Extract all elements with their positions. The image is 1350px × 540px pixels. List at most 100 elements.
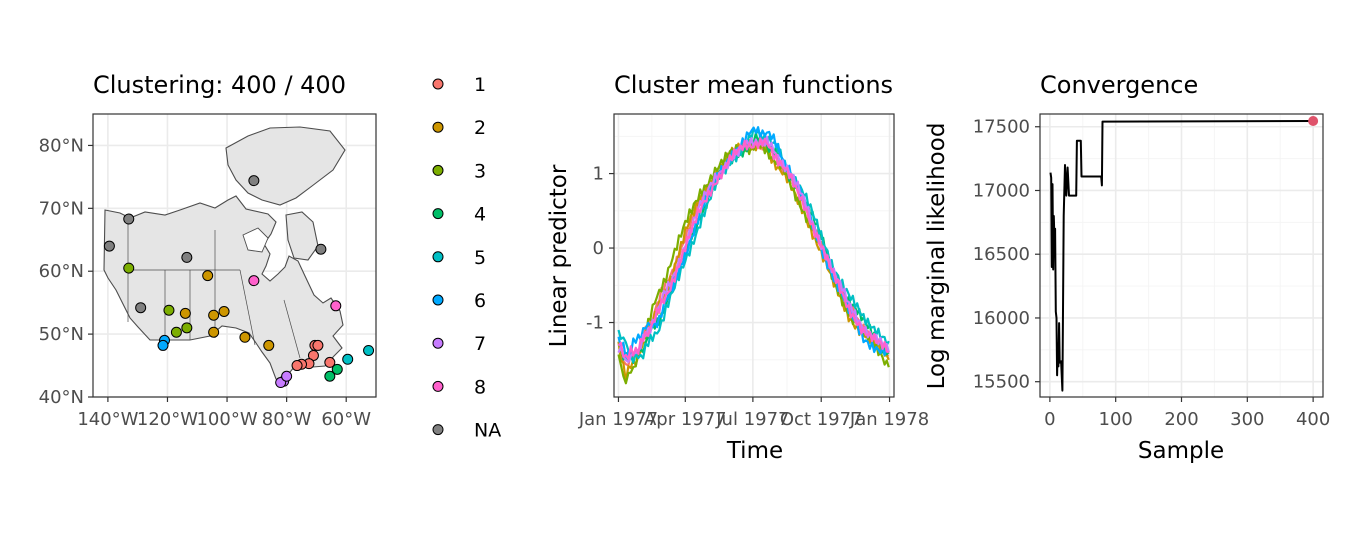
map-point	[239, 331, 251, 343]
mean-functions-y-tick-label: 1	[593, 164, 604, 185]
map-point	[202, 270, 214, 282]
map-frame	[92, 113, 377, 398]
map-title: Clustering: 400 / 400	[93, 71, 346, 99]
mean-functions-ylabel: Linear predictor	[546, 164, 572, 347]
map-point	[363, 344, 375, 356]
cluster-legend: 1 2 3 4 5 6 7 8 NA	[432, 74, 501, 442]
convergence-x-tick-label: 300	[1230, 409, 1264, 430]
convergence-x-tick-label: 0	[1044, 409, 1055, 430]
convergence-ticks: 0 100 200 300 400 15500 16000 16500 17000 17500	[973, 117, 1331, 430]
map-y-tick-label: 60°N	[39, 261, 84, 282]
convergence-line	[1049, 120, 1314, 392]
mean-functions-xlabel: Time	[726, 438, 783, 464]
mean-functions-x-tick-label: Apr 1977	[644, 409, 727, 430]
map-point	[179, 307, 191, 319]
legend-label-7: 7	[474, 333, 486, 355]
map-point	[248, 175, 260, 187]
mean-functions-x-tick-label: Oct 1977	[780, 409, 863, 430]
convergence-x-tick-label: 400	[1296, 409, 1330, 430]
legend-label-5: 5	[474, 247, 486, 269]
mean-functions-x-tick-label: Jul 1977	[715, 409, 789, 430]
convergence-y-tick-label: 16000	[973, 308, 1030, 329]
map-point	[281, 370, 293, 382]
map-point	[181, 251, 193, 263]
map-point	[181, 322, 193, 334]
map-point	[208, 309, 220, 321]
legend-key-1	[432, 78, 444, 90]
map-x-tick-label: 100°W	[196, 409, 257, 430]
convergence-y-tick-label: 16500	[973, 244, 1030, 265]
convergence-xlabel: Sample	[1138, 438, 1224, 464]
hudson-bay-shape	[242, 227, 269, 253]
legend-label-1: 1	[474, 74, 486, 96]
legend-key-6	[432, 294, 444, 306]
map-y-tick-label: 50°N	[39, 324, 84, 345]
convergence-panel: Convergence 0 100 200 300 400 15500 16000 16500…	[924, 71, 1330, 464]
mean-functions-title: Cluster mean functions	[614, 71, 893, 99]
legend-label-4: 4	[474, 204, 486, 226]
legend-label-NA: NA	[474, 420, 501, 442]
map-x-tick-label: 60°W	[321, 409, 371, 430]
map-point	[291, 360, 303, 372]
map-y-tick-label: 80°N	[39, 135, 84, 156]
legend-label-6: 6	[474, 290, 486, 312]
map-point	[324, 356, 336, 368]
map-point	[123, 213, 135, 225]
map-point	[263, 339, 275, 351]
map-x-tick-label: 120°W	[137, 409, 198, 430]
map-point	[157, 339, 169, 351]
convergence-ylabel: Log marginal likelihood	[924, 123, 950, 390]
map-y-tick-label: 70°N	[39, 198, 84, 219]
legend-key-NA	[432, 424, 444, 436]
map-x-tick-label: 140°W	[77, 409, 138, 430]
legend-key-2	[432, 121, 444, 133]
convergence-y-tick-label: 15500	[973, 372, 1030, 393]
convergence-x-tick-label: 100	[1099, 409, 1133, 430]
arctic-islands-shape	[225, 126, 346, 206]
legend-key-3	[432, 164, 444, 176]
convergence-series	[1049, 116, 1319, 392]
map-point	[103, 240, 115, 252]
mean-functions-x-tick-label: Jan 1977	[578, 409, 658, 430]
legend-key-8	[432, 380, 444, 392]
map-point	[135, 302, 147, 314]
map-point	[331, 363, 343, 375]
mean-functions-gridlines	[614, 114, 894, 397]
mean-functions-y-tick-label: -1	[586, 313, 604, 334]
cluster-mean-line-7	[617, 135, 890, 364]
cluster-mean-line-8	[617, 137, 890, 361]
legend-key-5	[432, 251, 444, 263]
map-point	[170, 326, 182, 338]
mean-functions-series	[617, 126, 890, 385]
mean-functions-x-tick-label: Jan 1978	[849, 409, 929, 430]
map-y-tick-label: 40°N	[39, 387, 84, 408]
legend-label-8: 8	[474, 376, 486, 398]
convergence-x-tick-label: 200	[1164, 409, 1198, 430]
map-point	[163, 304, 175, 316]
convergence-y-tick-label: 17000	[973, 180, 1030, 201]
convergence-endpoint	[1308, 116, 1319, 127]
canada-map	[103, 126, 346, 385]
province-borders	[127, 216, 301, 359]
map-x-tick-label: 80°W	[262, 409, 312, 430]
map-point	[312, 339, 324, 351]
legend-label-2: 2	[474, 117, 486, 139]
map-point	[208, 326, 220, 338]
mean-functions-frame	[613, 113, 895, 398]
legend-key-4	[432, 208, 444, 220]
map-point	[342, 353, 354, 365]
map-point	[330, 300, 342, 312]
map-point	[123, 262, 135, 274]
legend-label-3: 3	[474, 160, 486, 182]
map-point	[218, 305, 230, 317]
convergence-gridlines	[1040, 114, 1323, 397]
legend-key-7	[432, 337, 444, 349]
map-point	[315, 243, 327, 255]
baffin-island-shape	[285, 211, 319, 261]
mean-functions-y-tick-label: 0	[593, 238, 604, 259]
map-points	[103, 175, 375, 389]
